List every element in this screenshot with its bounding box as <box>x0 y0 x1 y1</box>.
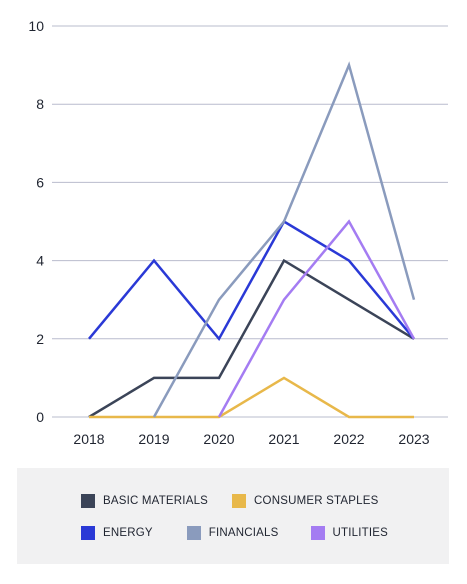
series-line-basic-materials <box>88 258 415 419</box>
series-line-utilities <box>217 219 416 418</box>
legend-item-utilities: UTILITIES <box>310 526 389 540</box>
y-tick-label-2: 2 <box>36 331 44 347</box>
x-axis-ticks: 2018 2019 2020 2021 2022 2023 <box>73 431 429 447</box>
x-tick-label-2022: 2022 <box>333 431 364 447</box>
legend-swatch-basic-materials <box>81 494 95 508</box>
legend-item-consumer-staples: CONSUMER STAPLES <box>232 494 378 508</box>
series-line-financials <box>152 61 416 418</box>
legend-row-1: BASIC MATERIALS CONSUMER STAPLES <box>81 494 402 508</box>
legend-swatch-financials <box>186 526 201 540</box>
legend-swatch-energy <box>81 526 95 540</box>
y-tick-label-8: 8 <box>36 96 44 112</box>
series-line-consumer-staples <box>89 376 414 419</box>
x-tick-label-2021: 2021 <box>268 431 299 447</box>
legend-item-energy: ENERGY <box>81 526 153 540</box>
legend-label-basic-materials: BASIC MATERIALS <box>103 495 209 507</box>
legend-swatch-consumer-staples <box>232 494 247 508</box>
legend-swatch-utilities <box>310 526 325 540</box>
legend-label-utilities: UTILITIES <box>332 527 389 539</box>
x-tick-label-2020: 2020 <box>203 431 234 447</box>
legend-label-consumer-staples: CONSUMER STAPLES <box>254 495 379 507</box>
legend: BASIC MATERIALS CONSUMER STAPLES ENERGY … <box>17 468 449 564</box>
legend-row-2: ENERGY FINANCIALS UTILITIES <box>81 526 412 540</box>
legend-label-energy: ENERGY <box>103 527 153 539</box>
y-axis-ticks: 0 2 4 6 8 10 <box>28 18 44 425</box>
legend-item-financials: FINANCIALS <box>186 526 279 540</box>
x-tick-label-2019: 2019 <box>138 431 169 447</box>
series-lines <box>88 61 416 419</box>
y-tick-label-10: 10 <box>28 18 44 34</box>
y-tick-label-4: 4 <box>36 253 44 269</box>
y-tick-label-0: 0 <box>36 409 44 425</box>
line-chart: 0 2 4 6 8 10 2018 2019 2020 2021 2022 2023 <box>28 18 448 447</box>
legend-label-financials: FINANCIALS <box>208 527 279 539</box>
legend-item-basic-materials: BASIC MATERIALS <box>81 494 208 508</box>
gridlines <box>52 25 448 418</box>
y-tick-label-6: 6 <box>36 174 44 190</box>
x-tick-label-2018: 2018 <box>73 431 104 447</box>
x-tick-label-2023: 2023 <box>398 431 429 447</box>
series-line-energy <box>88 219 415 342</box>
